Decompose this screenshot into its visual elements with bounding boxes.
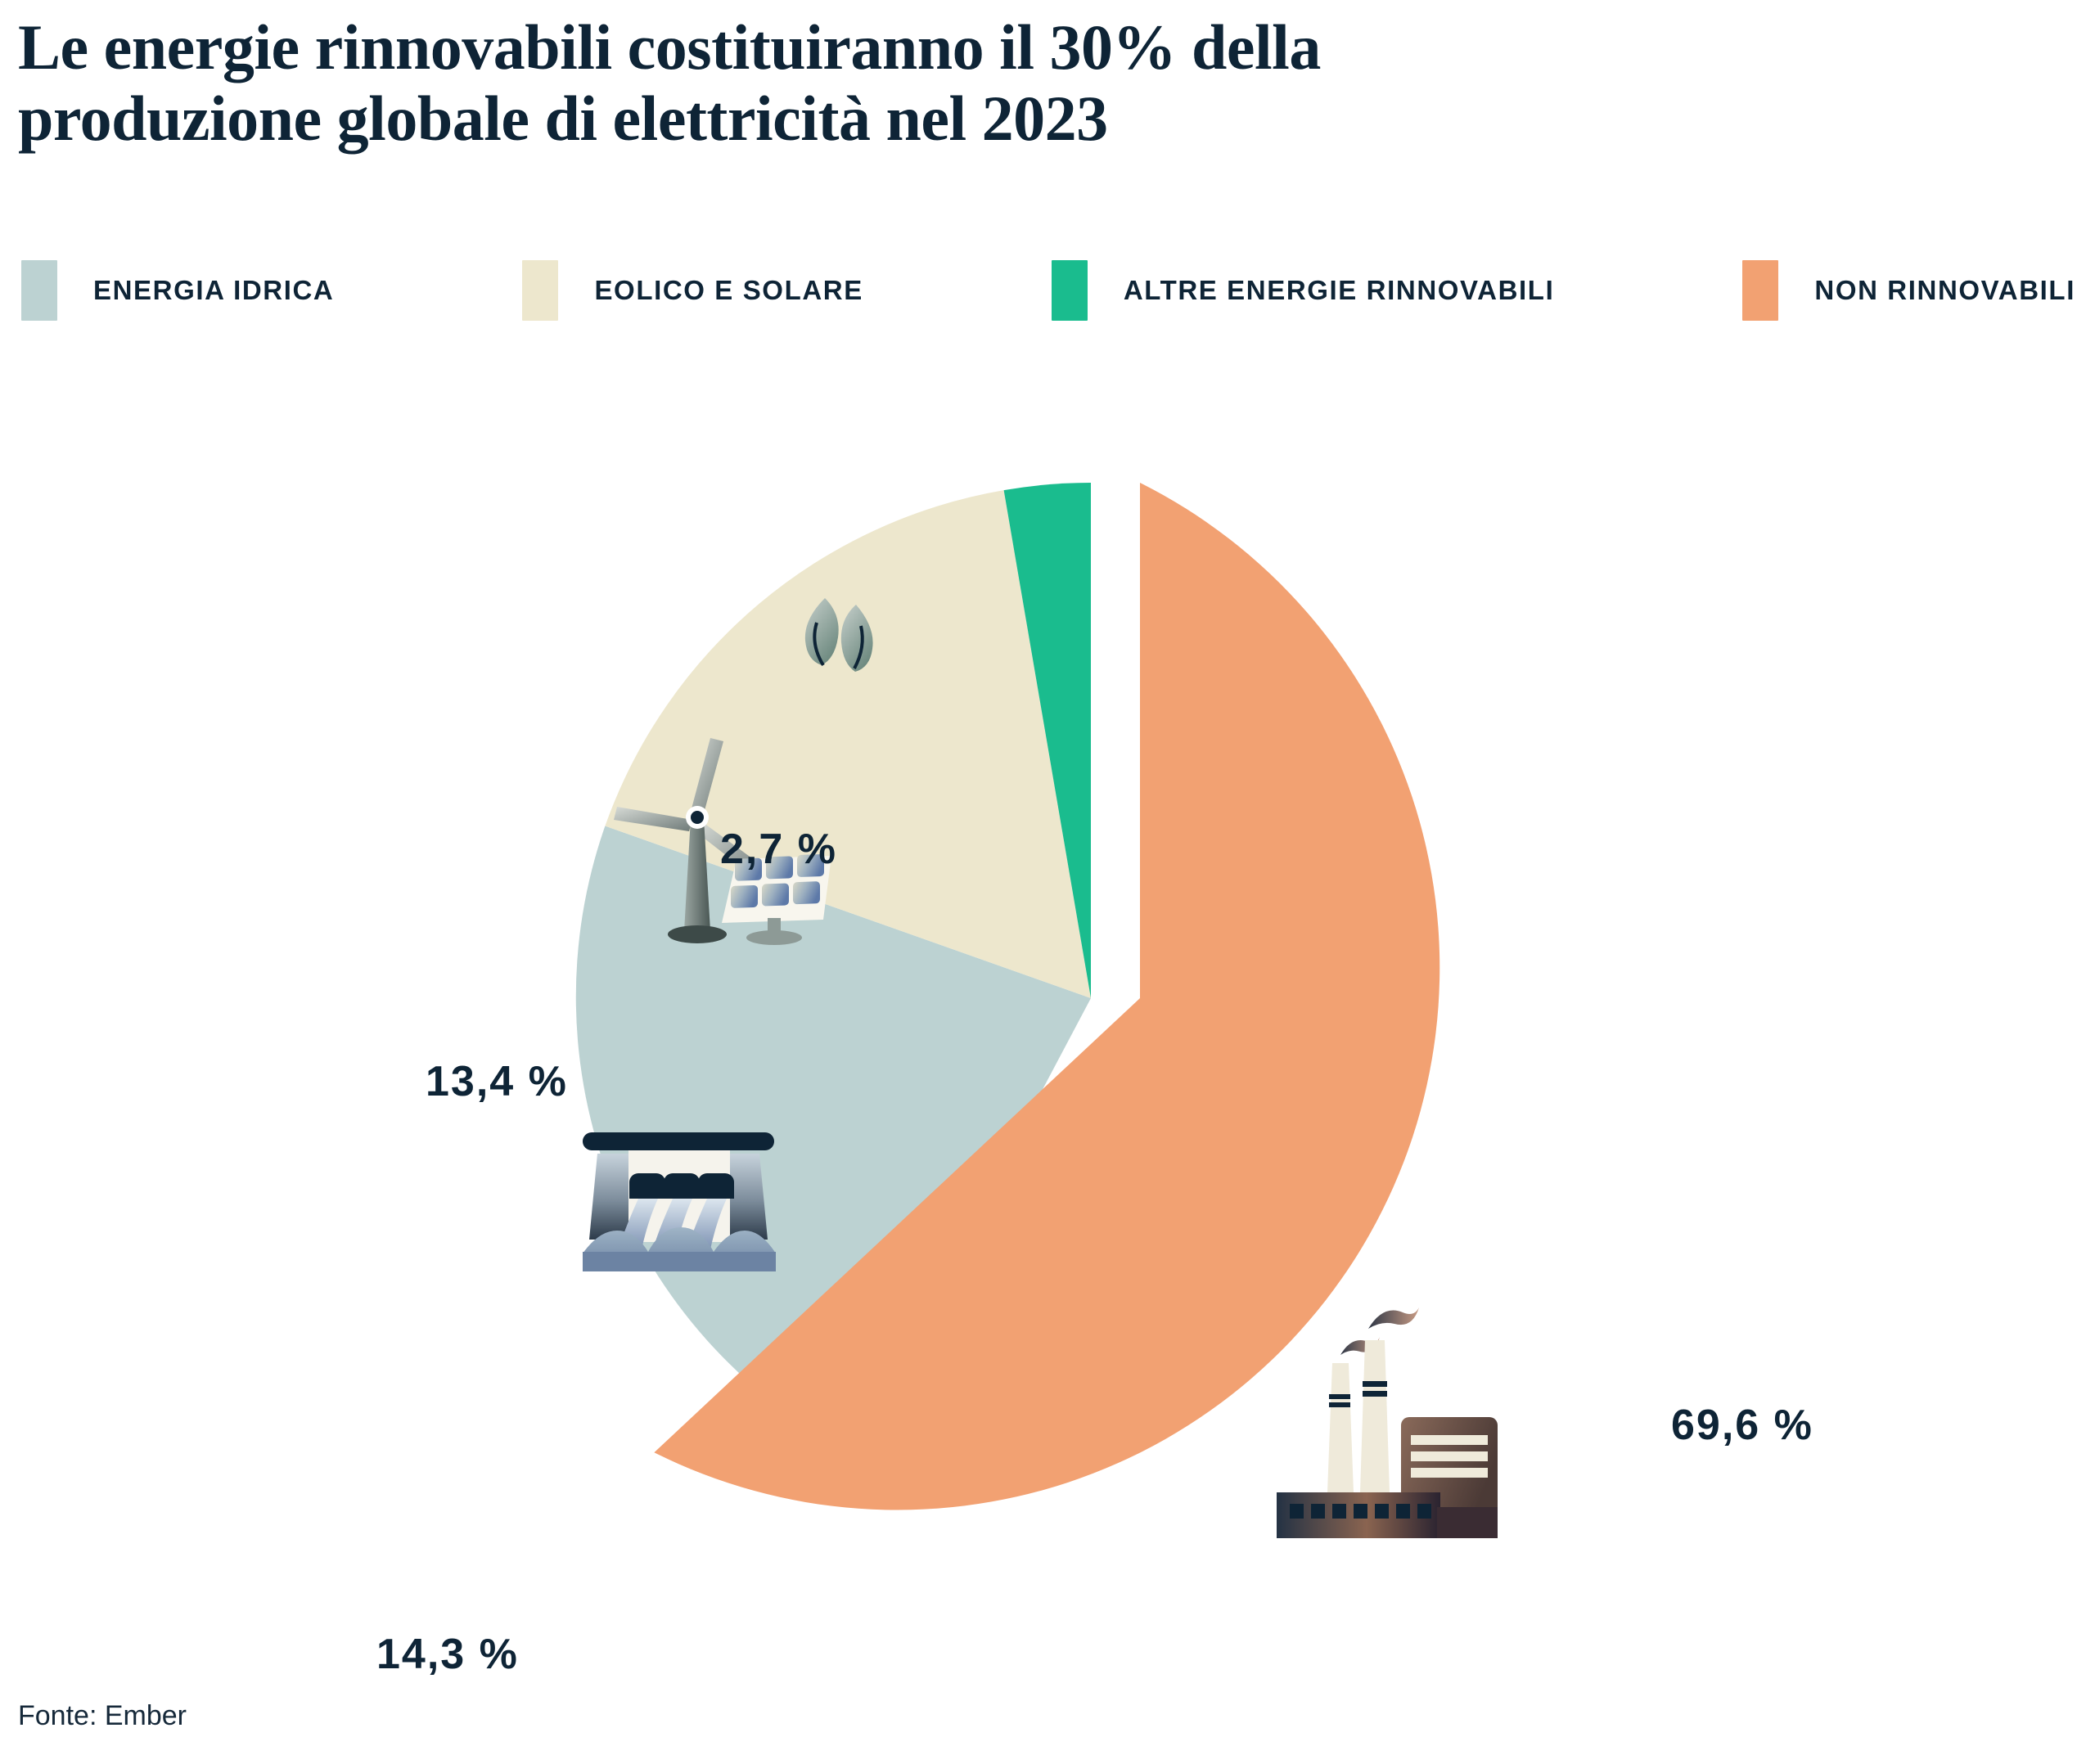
wind-solar-icon (614, 738, 831, 945)
pie-chart: 2,7 % 13,4 % 14,3 % 69,6 % (0, 344, 2095, 1678)
pie-slice-other-renewables[interactable] (1003, 483, 1091, 998)
pie-slice-non-renewables[interactable] (654, 483, 1440, 1510)
legend-swatch-altre-energie-rinnovabili (1051, 260, 1088, 321)
leaf-icon (804, 598, 873, 672)
value-label-other-renewables: 2,7 % (720, 826, 837, 873)
value-label-wind-solar: 13,4 % (426, 1058, 568, 1105)
page-title: Le energie rinnovabili costituiranno il … (18, 11, 1321, 155)
value-label-hydro: 14,3 % (376, 1631, 519, 1678)
hydro-dam-icon (583, 1132, 776, 1271)
source-note: Fonte: Ember (18, 1700, 187, 1731)
legend-label-altre-energie-rinnovabili: ALTRE ENERGIE RINNOVABILI (1123, 275, 1555, 305)
chart-legend: ENERGIA IDRICA EOLICO E SOLARE ALTRE ENE… (21, 255, 2075, 326)
legend-label-non-rinnovabili: NON RINNOVABILI (1814, 275, 2075, 305)
legend-item-eolico-e-solare[interactable]: EOLICO E SOLARE (522, 260, 863, 321)
value-label-non-renewable: 69,6 % (1671, 1402, 1813, 1449)
legend-swatch-non-rinnovabili (1742, 260, 1779, 321)
legend-item-energia-idrica[interactable]: ENERGIA IDRICA (21, 260, 334, 321)
factory-icon (1277, 1307, 1498, 1538)
legend-swatch-energia-idrica (21, 260, 57, 321)
legend-label-energia-idrica: ENERGIA IDRICA (93, 275, 335, 305)
legend-label-eolico-e-solare: EOLICO E SOLARE (594, 275, 863, 305)
pie-chart-svg (575, 483, 1498, 1538)
legend-item-altre-energie-rinnovabili[interactable]: ALTRE ENERGIE RINNOVABILI (1051, 260, 1555, 321)
legend-swatch-eolico-e-solare (522, 260, 559, 321)
pie-slice-hydro[interactable] (575, 826, 1091, 1453)
pie-slice-wind-solar[interactable] (605, 490, 1091, 998)
legend-item-non-rinnovabili[interactable]: NON RINNOVABILI (1742, 260, 2075, 321)
